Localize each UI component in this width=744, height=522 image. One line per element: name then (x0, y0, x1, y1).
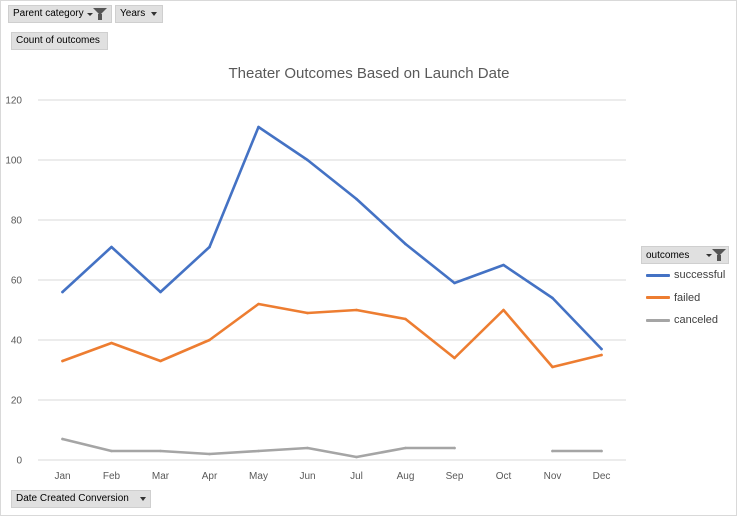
data-point-failed (208, 338, 211, 342)
series-failed (61, 302, 603, 369)
x-tick-label: Nov (544, 471, 562, 482)
value-field-button[interactable]: Count of outcomes (11, 32, 108, 50)
data-point-canceled (61, 437, 64, 441)
data-point-successful (61, 290, 64, 294)
data-point-failed (551, 365, 554, 369)
x-tick-label: Mar (152, 471, 170, 482)
y-tick-label: 40 (11, 336, 23, 347)
data-point-canceled (453, 446, 456, 450)
legend-swatch (646, 318, 670, 322)
data-point-successful (208, 245, 211, 249)
data-point-failed (502, 308, 505, 312)
data-point-canceled (600, 449, 603, 453)
legend-field-label: outcomes (646, 249, 690, 261)
data-point-successful (404, 242, 407, 246)
x-tick-label: Jul (350, 471, 363, 482)
chart-title: Theater Outcomes Based on Launch Date (228, 65, 509, 82)
legend: outcomes successful failed canceled (641, 246, 729, 332)
y-tick-label: 0 (16, 456, 22, 467)
series-line-canceled (61, 437, 456, 459)
x-tick-label: Jan (54, 471, 70, 482)
x-tick-label: May (249, 471, 268, 482)
gridlines (38, 99, 626, 461)
y-tick-label: 80 (11, 216, 23, 227)
data-point-successful (355, 197, 358, 201)
data-point-successful (600, 347, 603, 351)
data-point-failed (453, 356, 456, 360)
axis-field-label: Date Created Conversion (16, 493, 129, 504)
data-point-failed (110, 341, 113, 345)
legend-swatch (646, 273, 670, 277)
data-point-successful (551, 296, 554, 300)
y-axis-ticks: 0 20 40 60 80 100 120 (5, 96, 22, 467)
data-point-successful (257, 125, 260, 129)
legend-label: successful (674, 269, 726, 282)
data-point-canceled (257, 449, 260, 453)
legend-label: failed (674, 291, 701, 304)
data-point-canceled (404, 446, 407, 450)
years-label: Years (120, 8, 146, 19)
legend-item-canceled[interactable]: canceled (646, 309, 729, 332)
data-point-successful (502, 263, 505, 267)
x-tick-label: Jun (299, 471, 315, 482)
data-point-canceled (355, 455, 358, 459)
x-tick-label: Sep (446, 471, 464, 482)
filter-icon (87, 7, 107, 21)
x-tick-label: Oct (496, 471, 512, 482)
legend-filter-button[interactable]: outcomes (641, 246, 729, 264)
data-point-failed (257, 302, 260, 306)
series-line-successful (61, 125, 603, 351)
y-tick-label: 100 (5, 156, 22, 167)
value-field-label: Count of outcomes (16, 35, 100, 46)
data-point-canceled (159, 449, 162, 453)
parent-category-filter-button[interactable]: Parent category (8, 5, 112, 23)
legend-swatch (646, 296, 670, 300)
y-tick-label: 120 (5, 96, 22, 107)
data-point-successful (110, 245, 113, 249)
chevron-down-icon (140, 497, 146, 501)
series-lines (61, 125, 603, 459)
data-point-failed (159, 359, 162, 363)
data-point-failed (306, 311, 309, 315)
x-tick-label: Feb (103, 471, 121, 482)
chart-frame (0, 0, 737, 516)
y-tick-label: 60 (11, 276, 23, 287)
data-point-failed (404, 317, 407, 321)
x-axis-ticks: Jan Feb Mar Apr May Jun Jul Aug Sep Oct Nov Dec (54, 471, 610, 482)
series-line-failed (61, 302, 603, 369)
axis-field-button[interactable]: Date Created Conversion (11, 490, 151, 508)
data-point-successful (159, 290, 162, 294)
x-tick-label: Apr (202, 471, 218, 482)
y-tick-label: 20 (11, 396, 23, 407)
series-canceled (61, 437, 603, 459)
data-point-failed (355, 308, 358, 312)
parent-category-label: Parent category (13, 8, 84, 19)
data-point-canceled (208, 452, 211, 456)
data-point-successful (306, 158, 309, 162)
x-tick-label: Aug (397, 471, 415, 482)
data-point-successful (453, 281, 456, 285)
legend-label: canceled (674, 314, 719, 327)
years-filter-button[interactable]: Years (115, 5, 163, 23)
x-tick-label: Dec (593, 471, 611, 482)
legend-item-failed[interactable]: failed (646, 287, 729, 310)
data-point-failed (600, 353, 603, 357)
data-point-canceled (551, 449, 554, 453)
filter-icon (706, 248, 726, 262)
data-point-canceled (110, 449, 113, 453)
data-point-canceled (306, 446, 309, 450)
series-successful (61, 125, 603, 351)
data-point-failed (61, 359, 64, 363)
legend-item-successful[interactable]: successful (646, 264, 729, 287)
chevron-down-icon (151, 12, 158, 16)
